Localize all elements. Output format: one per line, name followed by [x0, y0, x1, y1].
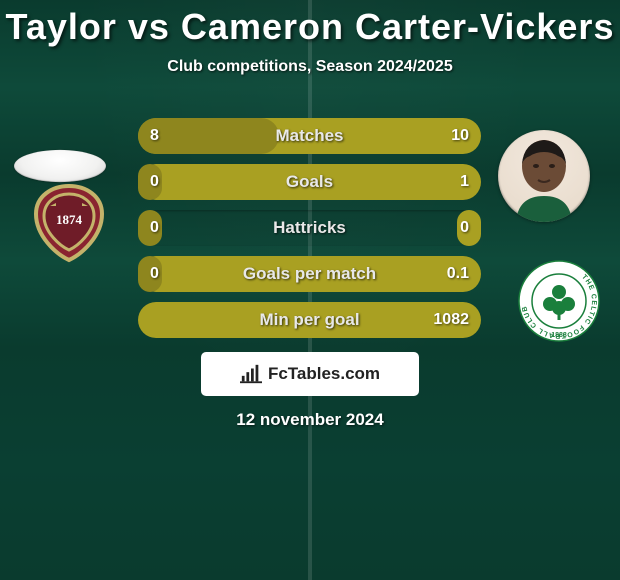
- stat-label: Hattricks: [138, 210, 481, 246]
- attribution-text: FcTables.com: [268, 364, 380, 384]
- stat-row: 01Goals: [138, 164, 481, 200]
- page-title: Taylor vs Cameron Carter-Vickers: [0, 0, 620, 48]
- stat-label: Goals per match: [138, 256, 481, 292]
- svg-text:1874: 1874: [56, 212, 83, 227]
- svg-text:1888: 1888: [551, 332, 567, 339]
- attribution-badge: FcTables.com: [201, 352, 419, 396]
- stat-label: Min per goal: [138, 302, 481, 338]
- player-right-club-crest: THE CELTIC FOOTBALL CLUB 1888: [516, 258, 602, 344]
- stat-row: 00Hattricks: [138, 210, 481, 246]
- barchart-icon: [240, 363, 262, 385]
- stat-row: 00.1Goals per match: [138, 256, 481, 292]
- player-left-club-crest: 1874: [26, 180, 112, 266]
- stat-label: Goals: [138, 164, 481, 200]
- stats-bars: 810Matches 01Goals 00Hattricks 00.1Goals pe…: [138, 118, 481, 348]
- stat-row: 810Matches: [138, 118, 481, 154]
- page-subtitle: Club competitions, Season 2024/2025: [0, 58, 620, 76]
- stat-label: Matches: [138, 118, 481, 154]
- stat-row: 1082Min per goal: [138, 302, 481, 338]
- player-right-avatar: [498, 130, 590, 222]
- player-left-avatar: [14, 150, 106, 182]
- generated-date: 12 november 2024: [0, 410, 620, 430]
